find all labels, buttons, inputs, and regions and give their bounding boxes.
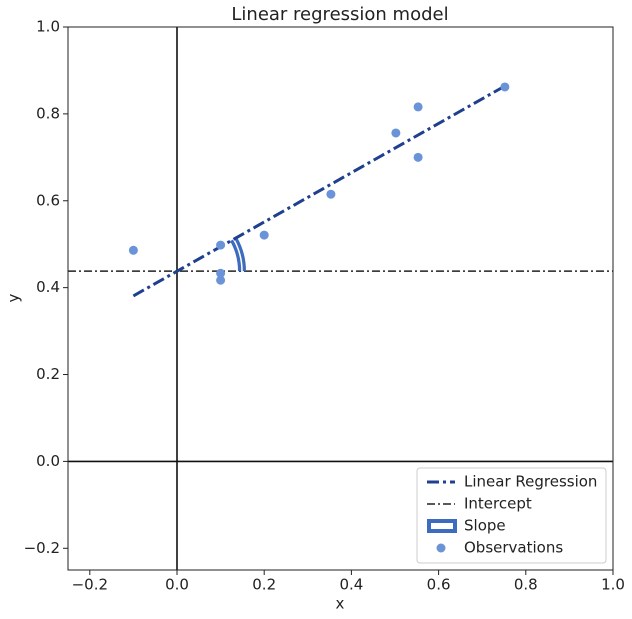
- observation: [326, 189, 336, 199]
- y-tick-label: 1.0: [36, 18, 60, 36]
- x-tick-label: 0.2: [252, 576, 276, 594]
- y-tick-label: 0.4: [36, 278, 60, 296]
- y-tick-label: 0.6: [36, 191, 60, 209]
- y-axis-label: y: [5, 293, 23, 302]
- legend-box: [416, 467, 607, 564]
- legend-label: Intercept: [464, 495, 532, 513]
- observation: [413, 152, 423, 162]
- observation: [500, 82, 510, 92]
- observation: [216, 240, 226, 250]
- y-tick-label: 0.2: [36, 365, 60, 383]
- legend-label: Slope: [464, 517, 506, 535]
- x-axis-label: x: [336, 595, 345, 613]
- x-tick-label: 0.6: [427, 576, 451, 594]
- x-tick-label: 1.0: [601, 576, 625, 594]
- x-tick-label: 0.8: [514, 576, 538, 594]
- observation: [259, 230, 269, 240]
- y-tick-label: 0.0: [36, 452, 60, 470]
- legend-swatch: [427, 519, 457, 533]
- y-tick-label: 0.8: [36, 104, 60, 122]
- x-tick-label: 0.4: [339, 576, 363, 594]
- chart-title: Linear regression model: [231, 4, 448, 25]
- plot-frame: [67, 26, 614, 571]
- x-tick-label: 0.0: [165, 576, 189, 594]
- legend-label: Observations: [464, 539, 563, 557]
- observation: [391, 128, 401, 138]
- y-tick-label: −0.2: [24, 539, 60, 557]
- observation: [216, 275, 226, 285]
- regression-line: [132, 85, 505, 298]
- legend-swatch: [436, 543, 446, 553]
- x-tick-label: −0.2: [72, 576, 108, 594]
- legend-label: Linear Regression: [464, 473, 597, 491]
- observation: [128, 245, 138, 255]
- observation: [216, 268, 226, 278]
- observation: [413, 102, 423, 112]
- legend: Linear Regression Intercept Slope Observati…: [416, 467, 607, 564]
